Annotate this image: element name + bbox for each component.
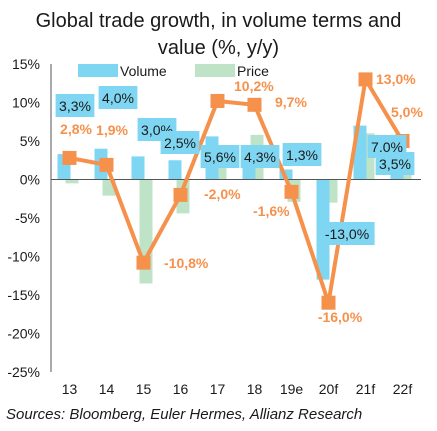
x-tick-label: 15 bbox=[136, 381, 152, 397]
legend-swatch-volume bbox=[78, 64, 118, 77]
x-tick-label: 14 bbox=[99, 381, 115, 397]
legend-swatch-price bbox=[195, 64, 235, 77]
volume-label-box bbox=[160, 131, 200, 154]
y-tick-label: -10% bbox=[7, 249, 40, 265]
total-growth-marker bbox=[136, 255, 151, 270]
price-bar bbox=[65, 179, 79, 184]
y-tick-label: -5% bbox=[15, 210, 40, 226]
volume-data-label: 4,3% bbox=[244, 149, 276, 165]
x-tick-label: 13 bbox=[62, 381, 78, 397]
volume-label-box bbox=[98, 86, 138, 109]
chart-title: Global trade growth, in volume terms and… bbox=[0, 8, 437, 62]
total-growth-data-label: 1,9% bbox=[96, 122, 128, 138]
total-growth-marker bbox=[173, 187, 188, 202]
volume-label-box bbox=[319, 222, 375, 245]
y-tick-label: 15% bbox=[12, 56, 40, 72]
x-tick-label: 22f bbox=[393, 381, 413, 397]
legend-label-volume: Volume bbox=[120, 63, 167, 79]
x-tick-label: 19e bbox=[280, 381, 304, 397]
total-growth-marker bbox=[358, 72, 373, 87]
volume-data-label: 3,5% bbox=[379, 156, 411, 172]
x-tick-label: 16 bbox=[173, 381, 189, 397]
y-tick-label: -15% bbox=[7, 287, 40, 303]
volume-data-label: 2,5% bbox=[164, 135, 196, 151]
y-tick-label: 0% bbox=[20, 172, 40, 188]
total-growth-marker bbox=[284, 184, 299, 199]
volume-label-box bbox=[200, 145, 240, 168]
total-growth-data-label: -2,0% bbox=[204, 186, 241, 202]
volume-data-label: 3,3% bbox=[59, 98, 91, 114]
total-growth-data-label: -16,0% bbox=[318, 309, 363, 325]
total-growth-data-label: 2,8% bbox=[60, 121, 92, 137]
x-tick-label: 20f bbox=[319, 381, 339, 397]
x-tick-label: 18 bbox=[247, 381, 263, 397]
volume-label-box bbox=[55, 94, 95, 117]
total-growth-data-label: -10,8% bbox=[164, 255, 209, 271]
total-growth-data-label: 10,2% bbox=[234, 78, 274, 94]
total-growth-marker bbox=[99, 157, 114, 172]
total-growth-data-label: 5,0% bbox=[391, 104, 423, 120]
volume-data-label: -13,0% bbox=[325, 226, 369, 242]
volume-label-box bbox=[240, 145, 280, 168]
chart-title-line-2: value (%, y/y) bbox=[157, 37, 280, 59]
y-tick-label: -20% bbox=[7, 326, 40, 342]
source-note: Sources: Bloomberg, Euler Hermes, Allian… bbox=[6, 406, 363, 423]
volume-data-label: 1,3% bbox=[286, 147, 318, 163]
chart-title-line-1: Global trade growth, in volume terms and bbox=[35, 10, 402, 32]
total-growth-data-label: 13,0% bbox=[376, 71, 416, 87]
total-growth-marker bbox=[247, 97, 262, 112]
volume-bar bbox=[168, 160, 182, 180]
volume-bar bbox=[131, 156, 145, 180]
volume-data-label: 5,6% bbox=[204, 149, 236, 165]
volume-data-label: 7,0% bbox=[371, 139, 403, 155]
total-growth-marker bbox=[62, 150, 77, 165]
y-tick-label: -25% bbox=[7, 364, 40, 380]
total-growth-marker bbox=[321, 295, 336, 310]
total-growth-data-label: 9,7% bbox=[275, 94, 307, 110]
total-growth-data-label: -1,6% bbox=[253, 203, 290, 219]
y-tick-label: 5% bbox=[20, 133, 40, 149]
y-tick-label: 10% bbox=[12, 95, 40, 111]
volume-label-box bbox=[375, 152, 415, 175]
total-growth-line bbox=[69, 77, 405, 305]
x-tick-label: 17 bbox=[210, 381, 226, 397]
volume-data-label: 4,0% bbox=[102, 90, 134, 106]
x-tick-label: 21f bbox=[356, 381, 376, 397]
volume-label-box bbox=[282, 143, 322, 166]
legend-label-price: Price bbox=[237, 63, 269, 79]
total-growth-marker bbox=[210, 93, 225, 108]
